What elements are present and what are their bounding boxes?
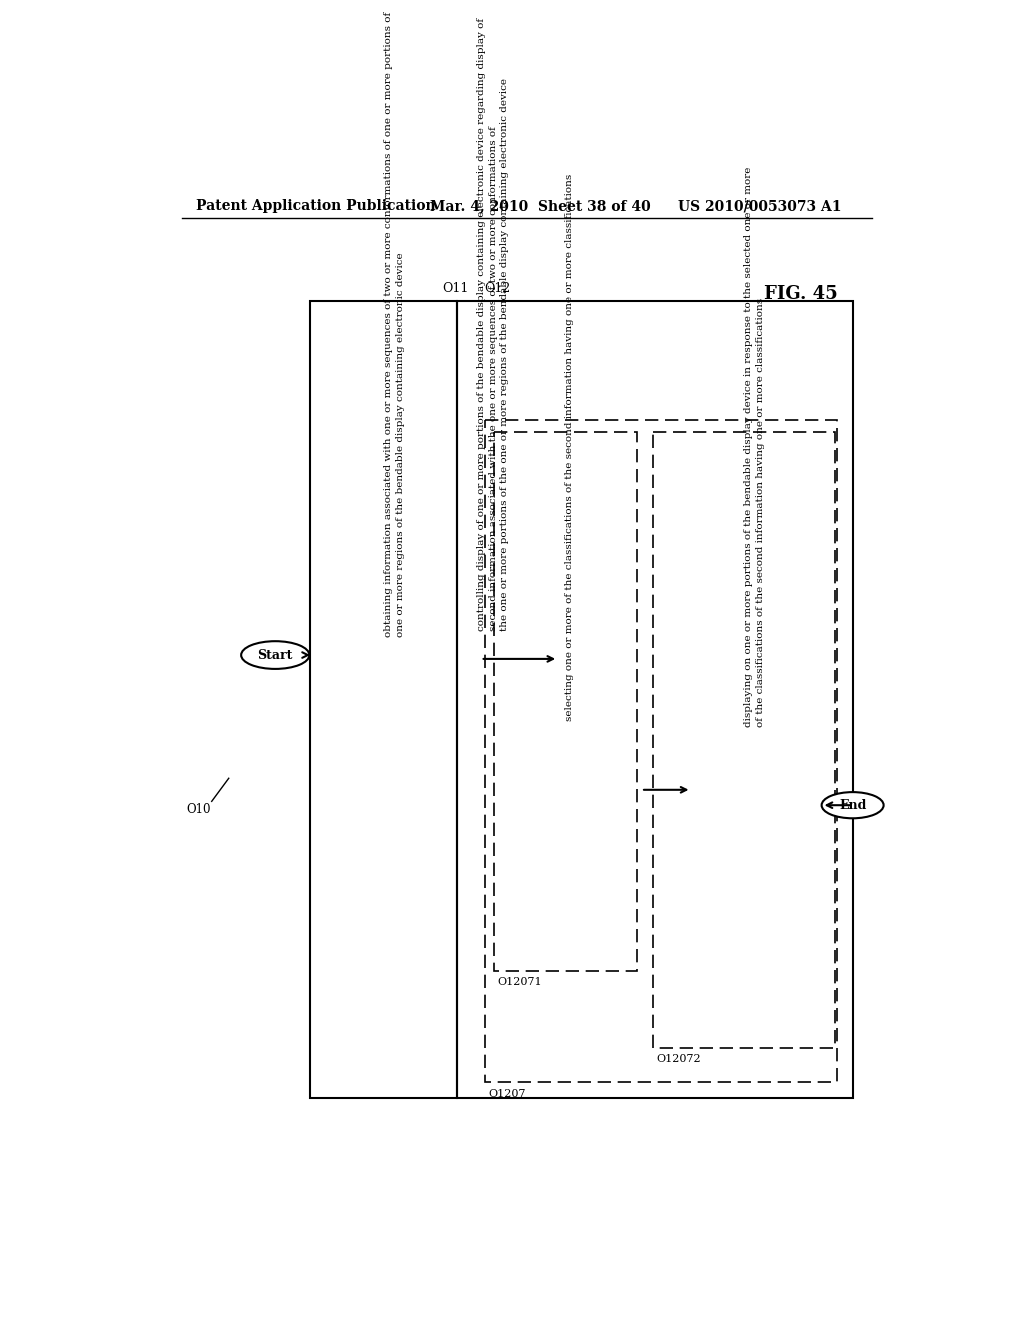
Text: O1207: O1207 — [488, 1089, 526, 1098]
Text: FIG. 45: FIG. 45 — [764, 285, 838, 304]
Text: O12: O12 — [484, 281, 511, 294]
Text: End: End — [839, 799, 866, 812]
Text: US 2010/0053073 A1: US 2010/0053073 A1 — [678, 199, 842, 213]
Text: Patent Application Publication: Patent Application Publication — [197, 199, 436, 213]
Ellipse shape — [241, 642, 309, 669]
Text: O12072: O12072 — [656, 1053, 701, 1064]
Bar — [652, 432, 835, 1048]
Text: Start: Start — [258, 648, 293, 661]
Bar — [494, 432, 637, 970]
Text: obtaining information associated with one or more sequences of two or more confo: obtaining information associated with on… — [384, 12, 404, 636]
Bar — [484, 420, 838, 1082]
Text: Mar. 4, 2010  Sheet 38 of 40: Mar. 4, 2010 Sheet 38 of 40 — [430, 199, 651, 213]
Text: O11: O11 — [442, 281, 468, 294]
Text: displaying on one or more portions of the bendable display device in response to: displaying on one or more portions of th… — [743, 166, 765, 727]
Bar — [310, 301, 458, 1098]
Text: O12071: O12071 — [498, 977, 543, 987]
Ellipse shape — [821, 792, 884, 818]
Bar — [458, 301, 853, 1098]
Text: controlling display of one or more portions of the bendable display containing e: controlling display of one or more porti… — [477, 17, 509, 631]
Text: O10: O10 — [186, 803, 211, 816]
Text: selecting one or more of the classifications of the second information having on: selecting one or more of the classificat… — [565, 173, 574, 721]
